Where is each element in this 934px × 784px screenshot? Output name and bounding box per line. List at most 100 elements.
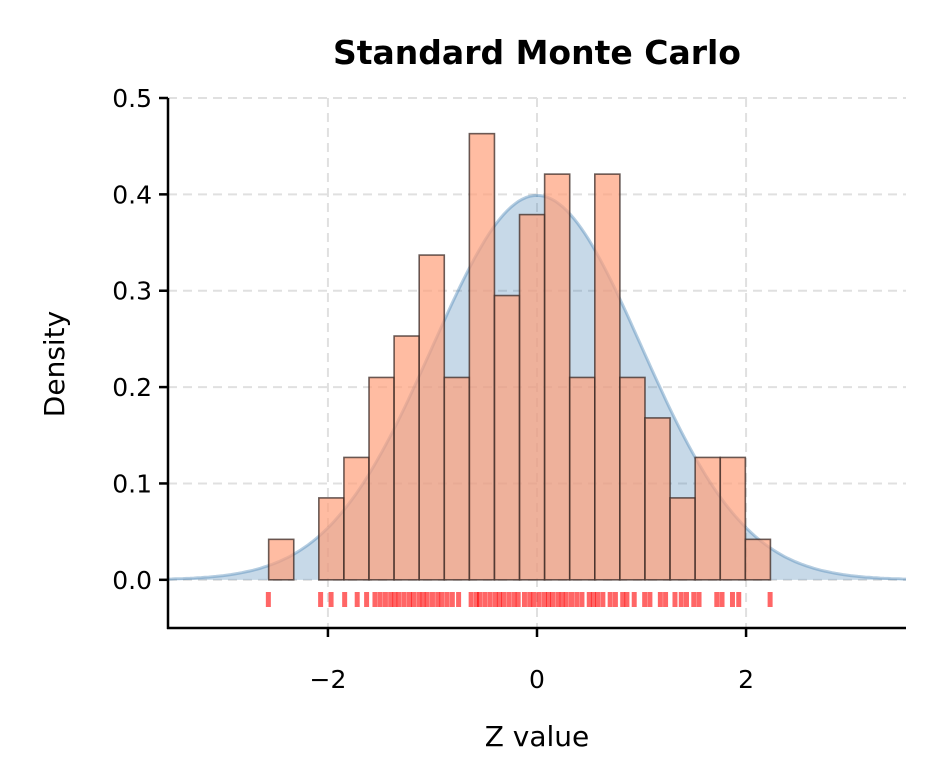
rug-mark bbox=[429, 592, 435, 607]
rug-mark bbox=[456, 592, 462, 607]
histogram-bar bbox=[518, 213, 546, 581]
histogram-bar bbox=[418, 254, 446, 581]
rug-mark bbox=[496, 592, 502, 607]
rug-mark bbox=[468, 592, 474, 607]
rug-mark bbox=[527, 592, 533, 607]
rug-mark bbox=[401, 592, 407, 607]
y-tick-label: 0.5 bbox=[112, 84, 152, 113]
x-axis-ticks: −2 0 2 bbox=[310, 628, 754, 694]
rug-mark bbox=[388, 592, 394, 607]
rug-mark bbox=[511, 592, 517, 607]
rug-mark bbox=[683, 592, 689, 607]
rug-mark bbox=[411, 592, 417, 607]
rug-mark bbox=[672, 592, 678, 607]
rug-mark bbox=[406, 592, 412, 607]
x-tick-label: 0 bbox=[529, 665, 545, 694]
histogram-bar bbox=[669, 497, 696, 581]
histogram-bar bbox=[343, 456, 370, 581]
rug-mark bbox=[545, 592, 551, 607]
rug-mark bbox=[531, 592, 537, 607]
histogram-bar bbox=[594, 173, 621, 581]
rug-mark bbox=[477, 592, 483, 607]
rug-mark bbox=[377, 592, 383, 607]
histogram-bar bbox=[744, 538, 772, 581]
rug-mark bbox=[624, 592, 630, 607]
x-axis-label: Z value bbox=[485, 720, 590, 753]
rug-mark bbox=[392, 592, 398, 607]
chart-title: Standard Monte Carlo bbox=[333, 33, 741, 72]
rug-mark bbox=[767, 592, 773, 607]
rug-mark bbox=[586, 592, 592, 607]
rug-mark bbox=[536, 592, 542, 607]
rug-mark bbox=[420, 592, 426, 607]
y-tick-label: 0.3 bbox=[112, 277, 152, 306]
rug-mark bbox=[568, 592, 574, 607]
rug-mark bbox=[372, 592, 378, 607]
y-tick-label: 0.4 bbox=[112, 180, 152, 209]
y-tick-label: 0.2 bbox=[112, 373, 152, 402]
rug-mark bbox=[696, 592, 702, 607]
rug-mark bbox=[736, 592, 742, 607]
histogram-bar bbox=[694, 456, 722, 581]
histogram-bar bbox=[468, 132, 496, 581]
rug-mark bbox=[354, 592, 360, 607]
x-tick-label: −2 bbox=[310, 665, 347, 694]
rug-mark bbox=[678, 592, 684, 607]
histogram-bar bbox=[543, 173, 571, 581]
rug-mark bbox=[364, 592, 370, 607]
rug-mark bbox=[579, 592, 585, 607]
histogram-bars bbox=[267, 132, 772, 581]
rug-mark bbox=[396, 592, 402, 607]
rug-mark bbox=[729, 592, 735, 607]
rug-mark bbox=[506, 592, 512, 607]
rug-mark bbox=[647, 592, 653, 607]
y-axis-ticks: 0.0 0.1 0.2 0.3 0.4 0.5 bbox=[112, 84, 168, 595]
rug-mark bbox=[719, 592, 725, 607]
histogram-bar bbox=[719, 456, 747, 581]
rug-mark bbox=[439, 592, 445, 607]
rug-mark bbox=[550, 592, 556, 607]
histogram-bar bbox=[368, 376, 395, 581]
rug-mark bbox=[657, 592, 663, 607]
histogram-bar bbox=[644, 417, 671, 581]
rug-mark bbox=[600, 592, 606, 607]
rug-mark bbox=[501, 592, 507, 607]
rug-mark bbox=[620, 592, 626, 607]
rug-mark bbox=[342, 592, 348, 607]
histogram-bar bbox=[443, 376, 471, 581]
rug-mark bbox=[714, 592, 720, 607]
rug-mark bbox=[595, 592, 601, 607]
histogram-bar bbox=[267, 538, 295, 581]
rug-mark bbox=[607, 592, 613, 607]
y-tick-label: 0.1 bbox=[112, 469, 152, 498]
histogram-bar bbox=[318, 497, 345, 581]
rug-marks bbox=[265, 592, 773, 607]
rug-mark bbox=[515, 592, 521, 607]
rug-mark bbox=[328, 592, 334, 607]
rug-mark bbox=[631, 592, 637, 607]
rug-mark bbox=[382, 592, 388, 607]
rug-mark bbox=[492, 592, 498, 607]
rug-mark bbox=[482, 592, 488, 607]
rug-mark bbox=[473, 592, 479, 607]
rug-mark bbox=[563, 592, 569, 607]
rug-mark bbox=[691, 592, 697, 607]
rug-mark bbox=[424, 592, 430, 607]
histogram-bar bbox=[619, 376, 646, 581]
rug-mark bbox=[642, 592, 648, 607]
rug-mark bbox=[318, 592, 324, 607]
histogram-bar bbox=[568, 376, 596, 581]
histogram-bar bbox=[493, 294, 521, 581]
rug-mark bbox=[559, 592, 565, 607]
rug-mark bbox=[435, 592, 441, 607]
x-tick-label: 2 bbox=[738, 665, 754, 694]
y-tick-label: 0.0 bbox=[112, 566, 152, 595]
rug-mark bbox=[590, 592, 596, 607]
histogram-bar bbox=[393, 335, 420, 581]
rug-mark bbox=[265, 592, 271, 607]
rug-mark bbox=[555, 592, 561, 607]
rug-mark bbox=[663, 592, 669, 607]
rug-mark bbox=[541, 592, 547, 607]
rug-mark bbox=[612, 592, 618, 607]
